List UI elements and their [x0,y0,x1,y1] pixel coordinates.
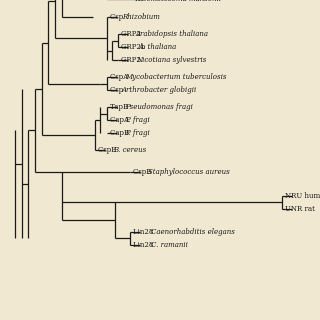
Text: GRP2: GRP2 [121,30,143,38]
Text: TapB: TapB [110,103,130,111]
Text: Pseudomonas fragi: Pseudomonas fragi [125,103,193,111]
Text: Arabidopsis thaliana: Arabidopsis thaliana [136,30,209,38]
Text: Lin28: Lin28 [133,241,156,249]
Text: Caenorhabditis elegans: Caenorhabditis elegans [151,228,235,236]
Text: Staphylococcus aureus: Staphylococcus aureus [148,168,230,176]
Text: Mycobacterium tuberculosis: Mycobacterium tuberculosis [125,73,227,81]
Text: GRP2: GRP2 [121,56,143,64]
Text: CapB: CapB [110,129,131,137]
Text: NRU human: NRU human [285,192,320,200]
Text: CspE: CspE [98,146,118,154]
Text: Arthrobacter globigii: Arthrobacter globigii [122,86,197,94]
Text: GRP2b: GRP2b [121,43,148,51]
Text: Nicotiana sylvestris: Nicotiana sylvestris [136,56,206,64]
Text: P. fragi: P. fragi [125,116,150,124]
Text: CapA: CapA [110,116,131,124]
Text: B. cereus: B. cereus [113,146,146,154]
Text: Csp: Csp [110,86,125,94]
Text: Csp: Csp [110,13,125,21]
Text: Rhizobium: Rhizobium [122,13,160,21]
Text: C. ramanii: C. ramanii [151,241,188,249]
Text: Lin28: Lin28 [133,228,156,236]
Text: YB: YB [133,0,145,3]
Text: CspA: CspA [110,73,131,81]
Text: UNR rat: UNR rat [285,205,315,213]
Text: Schistosoma mansonii: Schistosoma mansonii [142,0,221,3]
Text: P. fragi: P. fragi [125,129,150,137]
Text: CspB: CspB [133,168,154,176]
Text: A. thaliana: A. thaliana [139,43,177,51]
